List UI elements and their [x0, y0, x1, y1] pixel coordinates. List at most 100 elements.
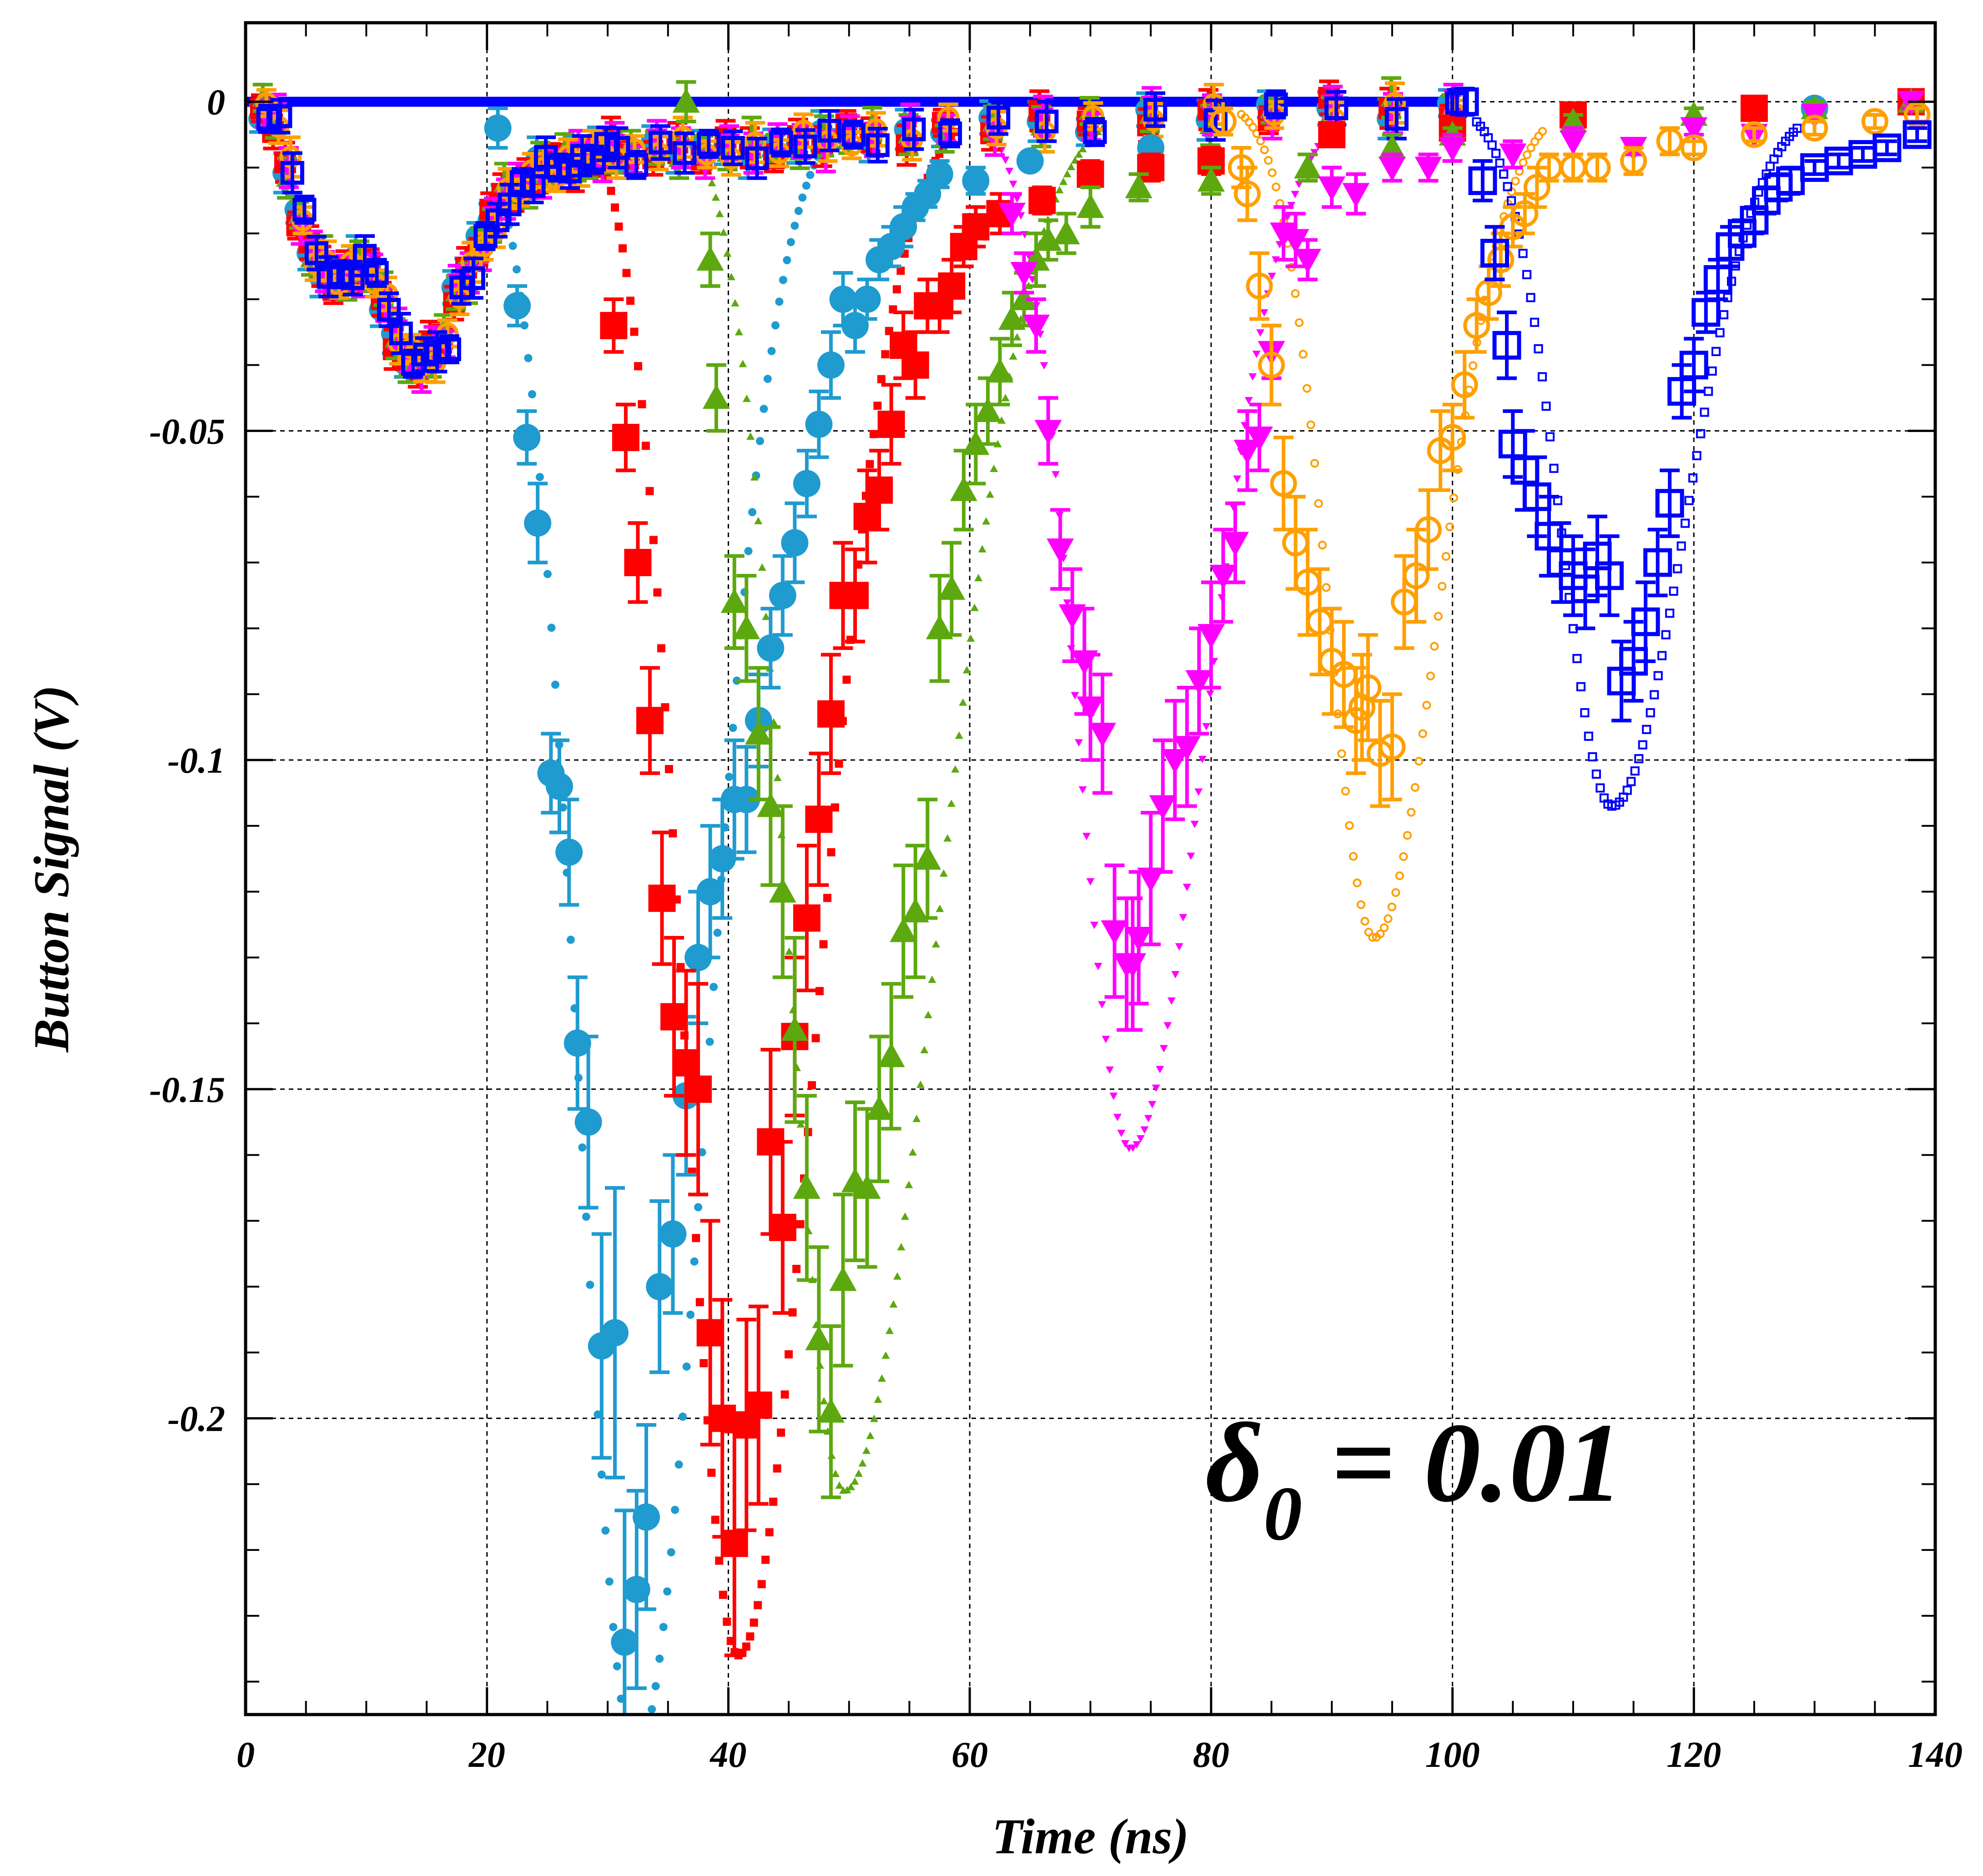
x-tick-label: 80 — [1193, 1735, 1229, 1775]
fit-point — [746, 432, 755, 440]
fit-point — [897, 1243, 906, 1251]
fit-point — [1179, 914, 1188, 921]
data-point — [769, 131, 793, 155]
fit-point — [1426, 671, 1435, 681]
fit-point — [1013, 333, 1022, 341]
fit-point — [1545, 432, 1555, 442]
data-point — [1101, 920, 1128, 945]
data-point — [901, 351, 929, 379]
data-point — [1034, 226, 1062, 251]
fit-point — [682, 1362, 691, 1371]
fit-point — [1399, 852, 1408, 861]
fit-point — [916, 1081, 925, 1088]
data-point — [1221, 532, 1249, 557]
fit-point — [754, 517, 763, 524]
data-point — [1125, 173, 1153, 198]
fit-point — [1117, 1130, 1126, 1137]
data-point — [757, 792, 785, 817]
fit-point — [1522, 270, 1532, 279]
fit-point — [1445, 522, 1455, 532]
data-point — [684, 1075, 712, 1103]
fit-point — [1491, 149, 1501, 158]
fit-point — [1001, 156, 1010, 164]
fit-point — [1102, 1036, 1110, 1043]
data-point — [1246, 272, 1273, 300]
fit-point — [1302, 384, 1312, 393]
data-point — [841, 582, 869, 609]
x-tick-label: 0 — [237, 1735, 255, 1775]
fit-point — [947, 799, 956, 807]
fit-point — [653, 588, 662, 597]
fit-point — [723, 1617, 731, 1626]
fit-point — [1260, 145, 1269, 155]
fit-point — [614, 222, 623, 231]
data-point — [1511, 200, 1539, 227]
fit-point — [761, 1555, 770, 1564]
data-point — [950, 476, 977, 501]
fit-point — [1434, 612, 1443, 621]
fit-point — [729, 724, 737, 732]
fit-curve — [990, 128, 1334, 1152]
fit-point — [773, 1464, 781, 1473]
fit-point — [1696, 429, 1706, 438]
fit-point — [708, 179, 716, 186]
data-point — [733, 786, 760, 814]
data-point — [684, 944, 712, 971]
data-point — [817, 119, 841, 143]
annotation-symbol: δ — [1205, 1400, 1263, 1526]
fit-point — [820, 1397, 828, 1405]
fit-point — [1318, 540, 1327, 550]
data-point — [877, 233, 905, 261]
data-point — [1480, 239, 1509, 268]
fit-point — [719, 228, 728, 236]
data-point — [1463, 312, 1490, 339]
fit-point — [1009, 181, 1017, 188]
fit-point — [858, 1459, 867, 1467]
fit-point — [715, 210, 724, 217]
data-point — [484, 114, 512, 142]
delta-annotation: δ0 = 0.01 — [1205, 1400, 1623, 1556]
y-tick-label: -0.05 — [149, 412, 225, 452]
data-point — [555, 838, 583, 866]
data-point — [1379, 733, 1406, 760]
fit-point — [1646, 708, 1655, 718]
fit-point — [1009, 352, 1017, 360]
data-point — [1451, 371, 1478, 398]
data-point — [624, 548, 652, 576]
data-point — [1523, 174, 1550, 201]
fit-point — [601, 1526, 610, 1535]
data-point — [636, 707, 664, 734]
fit-point — [1580, 708, 1590, 718]
data-point — [1342, 183, 1370, 208]
fit-point — [1595, 783, 1605, 793]
data-point — [672, 1049, 700, 1077]
data-point — [829, 285, 857, 313]
fit-point — [607, 186, 615, 195]
fit-point — [1522, 150, 1532, 160]
data-point — [1077, 193, 1104, 218]
fit-point — [1422, 700, 1431, 710]
fit-point — [1314, 499, 1323, 508]
data-point — [781, 1016, 809, 1041]
data-point — [986, 358, 1014, 383]
fit-point — [705, 1037, 714, 1046]
fit-point — [763, 375, 772, 383]
fit-point — [1252, 351, 1261, 358]
fit-point — [609, 1623, 618, 1631]
fit-point — [1792, 124, 1802, 133]
data-point — [1294, 249, 1322, 274]
fit-point — [711, 193, 720, 201]
fit-point — [908, 1148, 917, 1156]
fit-point — [1353, 878, 1362, 888]
fit-point — [1202, 723, 1211, 731]
fit-point — [1001, 394, 1010, 402]
fit-point — [808, 1081, 816, 1090]
fit-point — [1090, 921, 1098, 929]
fit-point — [1384, 914, 1393, 923]
data-point — [817, 351, 845, 379]
fit-point — [796, 1220, 805, 1228]
fit-point — [597, 1470, 606, 1479]
fit-point — [586, 1281, 594, 1289]
fit-point — [1541, 402, 1551, 411]
fit-point — [982, 517, 991, 525]
